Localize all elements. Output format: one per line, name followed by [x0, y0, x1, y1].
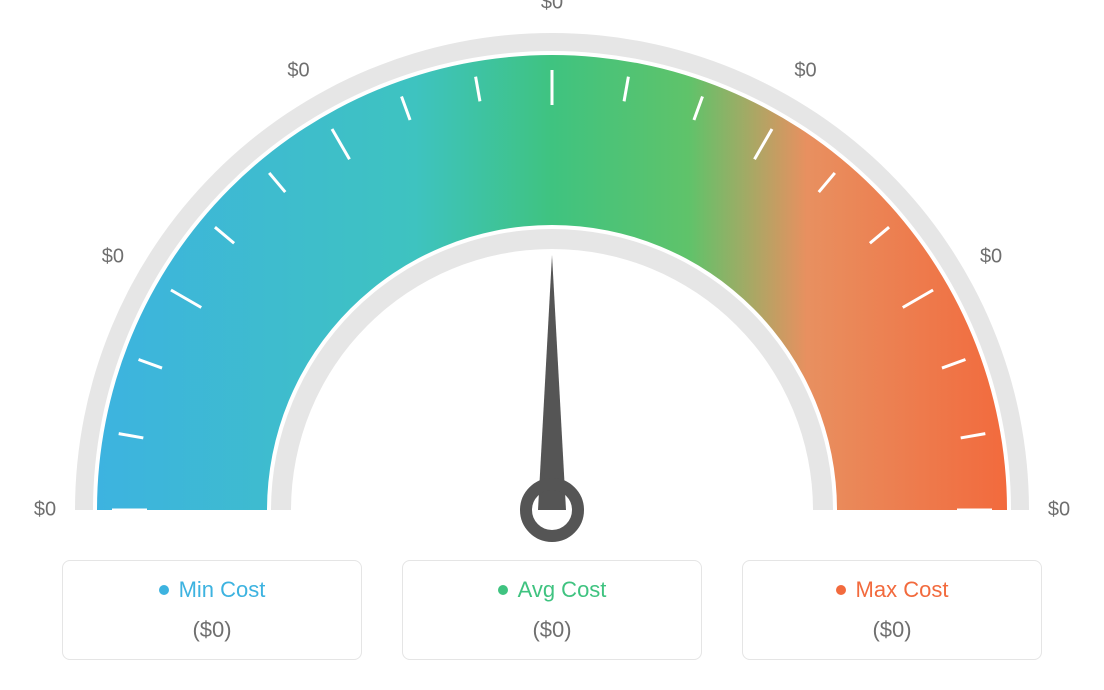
legend-dot-min	[159, 585, 169, 595]
legend-card-avg: Avg Cost ($0)	[402, 560, 702, 660]
legend-label-max: Max Cost	[836, 577, 949, 603]
cost-gauge-chart: $0 $0 $0 $0 $0 $0 $0 Min Cost ($0) Avg Cost ($…	[0, 0, 1104, 690]
legend-dot-avg	[498, 585, 508, 595]
scale-label-2: $0	[287, 59, 309, 82]
legend-label-min: Min Cost	[159, 577, 266, 603]
legend-label-text-min: Min Cost	[179, 577, 266, 603]
scale-label-4: $0	[794, 59, 816, 82]
scale-label-6: $0	[1048, 499, 1070, 522]
legend-label-text-max: Max Cost	[856, 577, 949, 603]
gauge-area: $0 $0 $0 $0 $0 $0 $0	[0, 0, 1104, 560]
scale-label-5: $0	[980, 245, 1002, 268]
legend-label-avg: Avg Cost	[498, 577, 607, 603]
scale-label-0: $0	[34, 499, 56, 522]
legend-value-min: ($0)	[73, 617, 351, 643]
legend-card-min: Min Cost ($0)	[62, 560, 362, 660]
scale-label-1: $0	[102, 245, 124, 268]
gauge-svg	[42, 10, 1062, 570]
legend-value-avg: ($0)	[413, 617, 691, 643]
legend-label-text-avg: Avg Cost	[518, 577, 607, 603]
legend-card-max: Max Cost ($0)	[742, 560, 1042, 660]
legend-value-max: ($0)	[753, 617, 1031, 643]
legend-row: Min Cost ($0) Avg Cost ($0) Max Cost ($0…	[0, 560, 1104, 660]
legend-dot-max	[836, 585, 846, 595]
scale-label-3: $0	[541, 0, 563, 15]
